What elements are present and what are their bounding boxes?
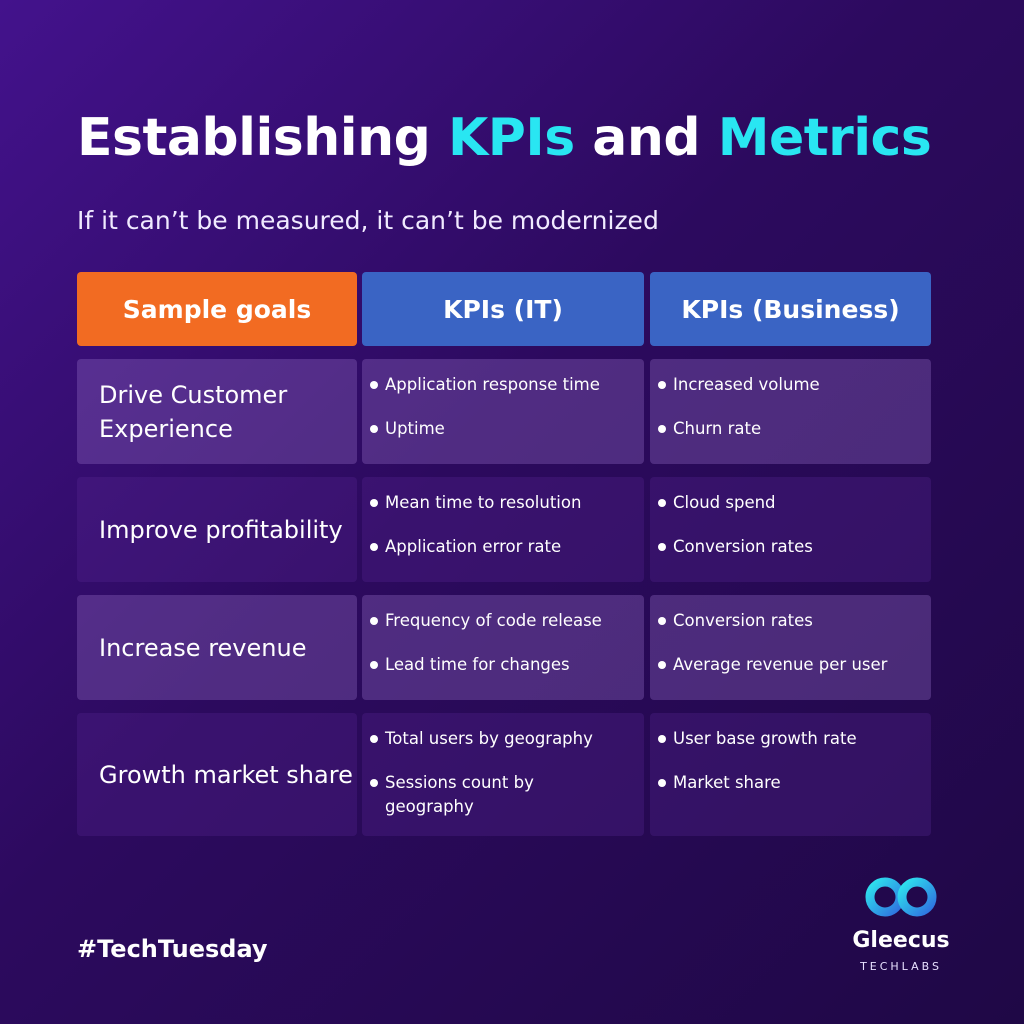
kpi-text: Conversion rates [673,537,813,556]
kpi-text: Frequency of code release [385,611,602,630]
kpi-text: Application response time [385,375,600,394]
page-title: Establishing KPIs and Metrics [77,108,932,168]
list-item: Average revenue per user [658,653,923,677]
kpi-text: User base growth rate [673,729,857,748]
list-item: User base growth rate [658,727,923,751]
gleecus-infinity-logo-icon [865,877,937,917]
kpi-it-cell: Application response time Uptime [362,359,644,464]
kpi-text: Application error rate [385,537,562,556]
list-item: Lead time for changes [370,653,636,677]
bullet-icon [658,381,666,389]
title-text-2: and [574,108,718,168]
bullet-icon [370,735,378,743]
kpi-text: Conversion rates [673,611,813,630]
kpi-it-cell: Total users by geography Sessions count … [362,713,644,836]
kpi-it-cell: Mean time to resolution Application erro… [362,477,644,582]
bullet-icon [658,543,666,551]
bullet-icon [658,425,666,433]
title-text-1: Establishing [77,108,448,168]
kpi-text: Cloud spend [673,493,776,512]
kpi-text: Mean time to resolution [385,493,582,512]
bullet-icon [370,543,378,551]
brand-subtitle: TECHLABS [860,960,942,973]
kpi-text: Churn rate [673,419,762,438]
kpi-text: Market share [673,773,781,792]
bullet-icon [658,617,666,625]
bullet-icon [370,661,378,669]
list-item: Increased volume [658,373,923,397]
list-item: Conversion rates [658,535,923,559]
goal-cell: Drive Customer Experience [77,359,357,464]
bullet-icon [370,617,378,625]
title-accent-metrics: Metrics [717,108,932,168]
bullet-icon [658,779,666,787]
goal-cell: Increase revenue [77,595,357,700]
kpi-text: Lead time for changes [385,655,570,674]
bullet-icon [370,499,378,507]
column-header-kpis-it: KPIs (IT) [362,272,644,346]
kpi-text: Average revenue per user [673,655,888,674]
bullet-icon [658,735,666,743]
kpi-text: Uptime [385,419,445,438]
bullet-icon [658,499,666,507]
bullet-icon [370,425,378,433]
list-item: Cloud spend [658,491,923,515]
list-item: Churn rate [658,417,923,441]
kpi-text: Total users by geography [385,729,593,748]
kpi-business-cell: User base growth rate Market share [650,713,931,836]
list-item: Application response time [370,373,636,397]
goal-cell: Growth market share [77,713,357,836]
bullet-icon [370,381,378,389]
list-item: Mean time to resolution [370,491,636,515]
list-item: Sessions count by geography [370,771,636,819]
kpi-text: Sessions count by geography [385,773,534,816]
brand-name: Gleecus [852,928,950,953]
bullet-icon [658,661,666,669]
kpi-text: Increased volume [673,375,820,394]
column-header-kpis-business: KPIs (Business) [650,272,931,346]
list-item: Frequency of code release [370,609,636,633]
list-item: Uptime [370,417,636,441]
title-accent-kpis: KPIs [447,108,575,168]
list-item: Conversion rates [658,609,923,633]
hashtag: #TechTuesday [77,935,268,963]
kpi-business-cell: Cloud spend Conversion rates [650,477,931,582]
list-item: Market share [658,771,923,795]
list-item: Total users by geography [370,727,636,751]
subtitle: If it can’t be measured, it can’t be mod… [77,206,659,235]
list-item: Application error rate [370,535,636,559]
kpi-business-cell: Conversion rates Average revenue per use… [650,595,931,700]
bullet-icon [370,779,378,787]
kpi-business-cell: Increased volume Churn rate [650,359,931,464]
goal-cell: Improve profitability [77,477,357,582]
column-header-goals: Sample goals [77,272,357,346]
kpi-it-cell: Frequency of code release Lead time for … [362,595,644,700]
